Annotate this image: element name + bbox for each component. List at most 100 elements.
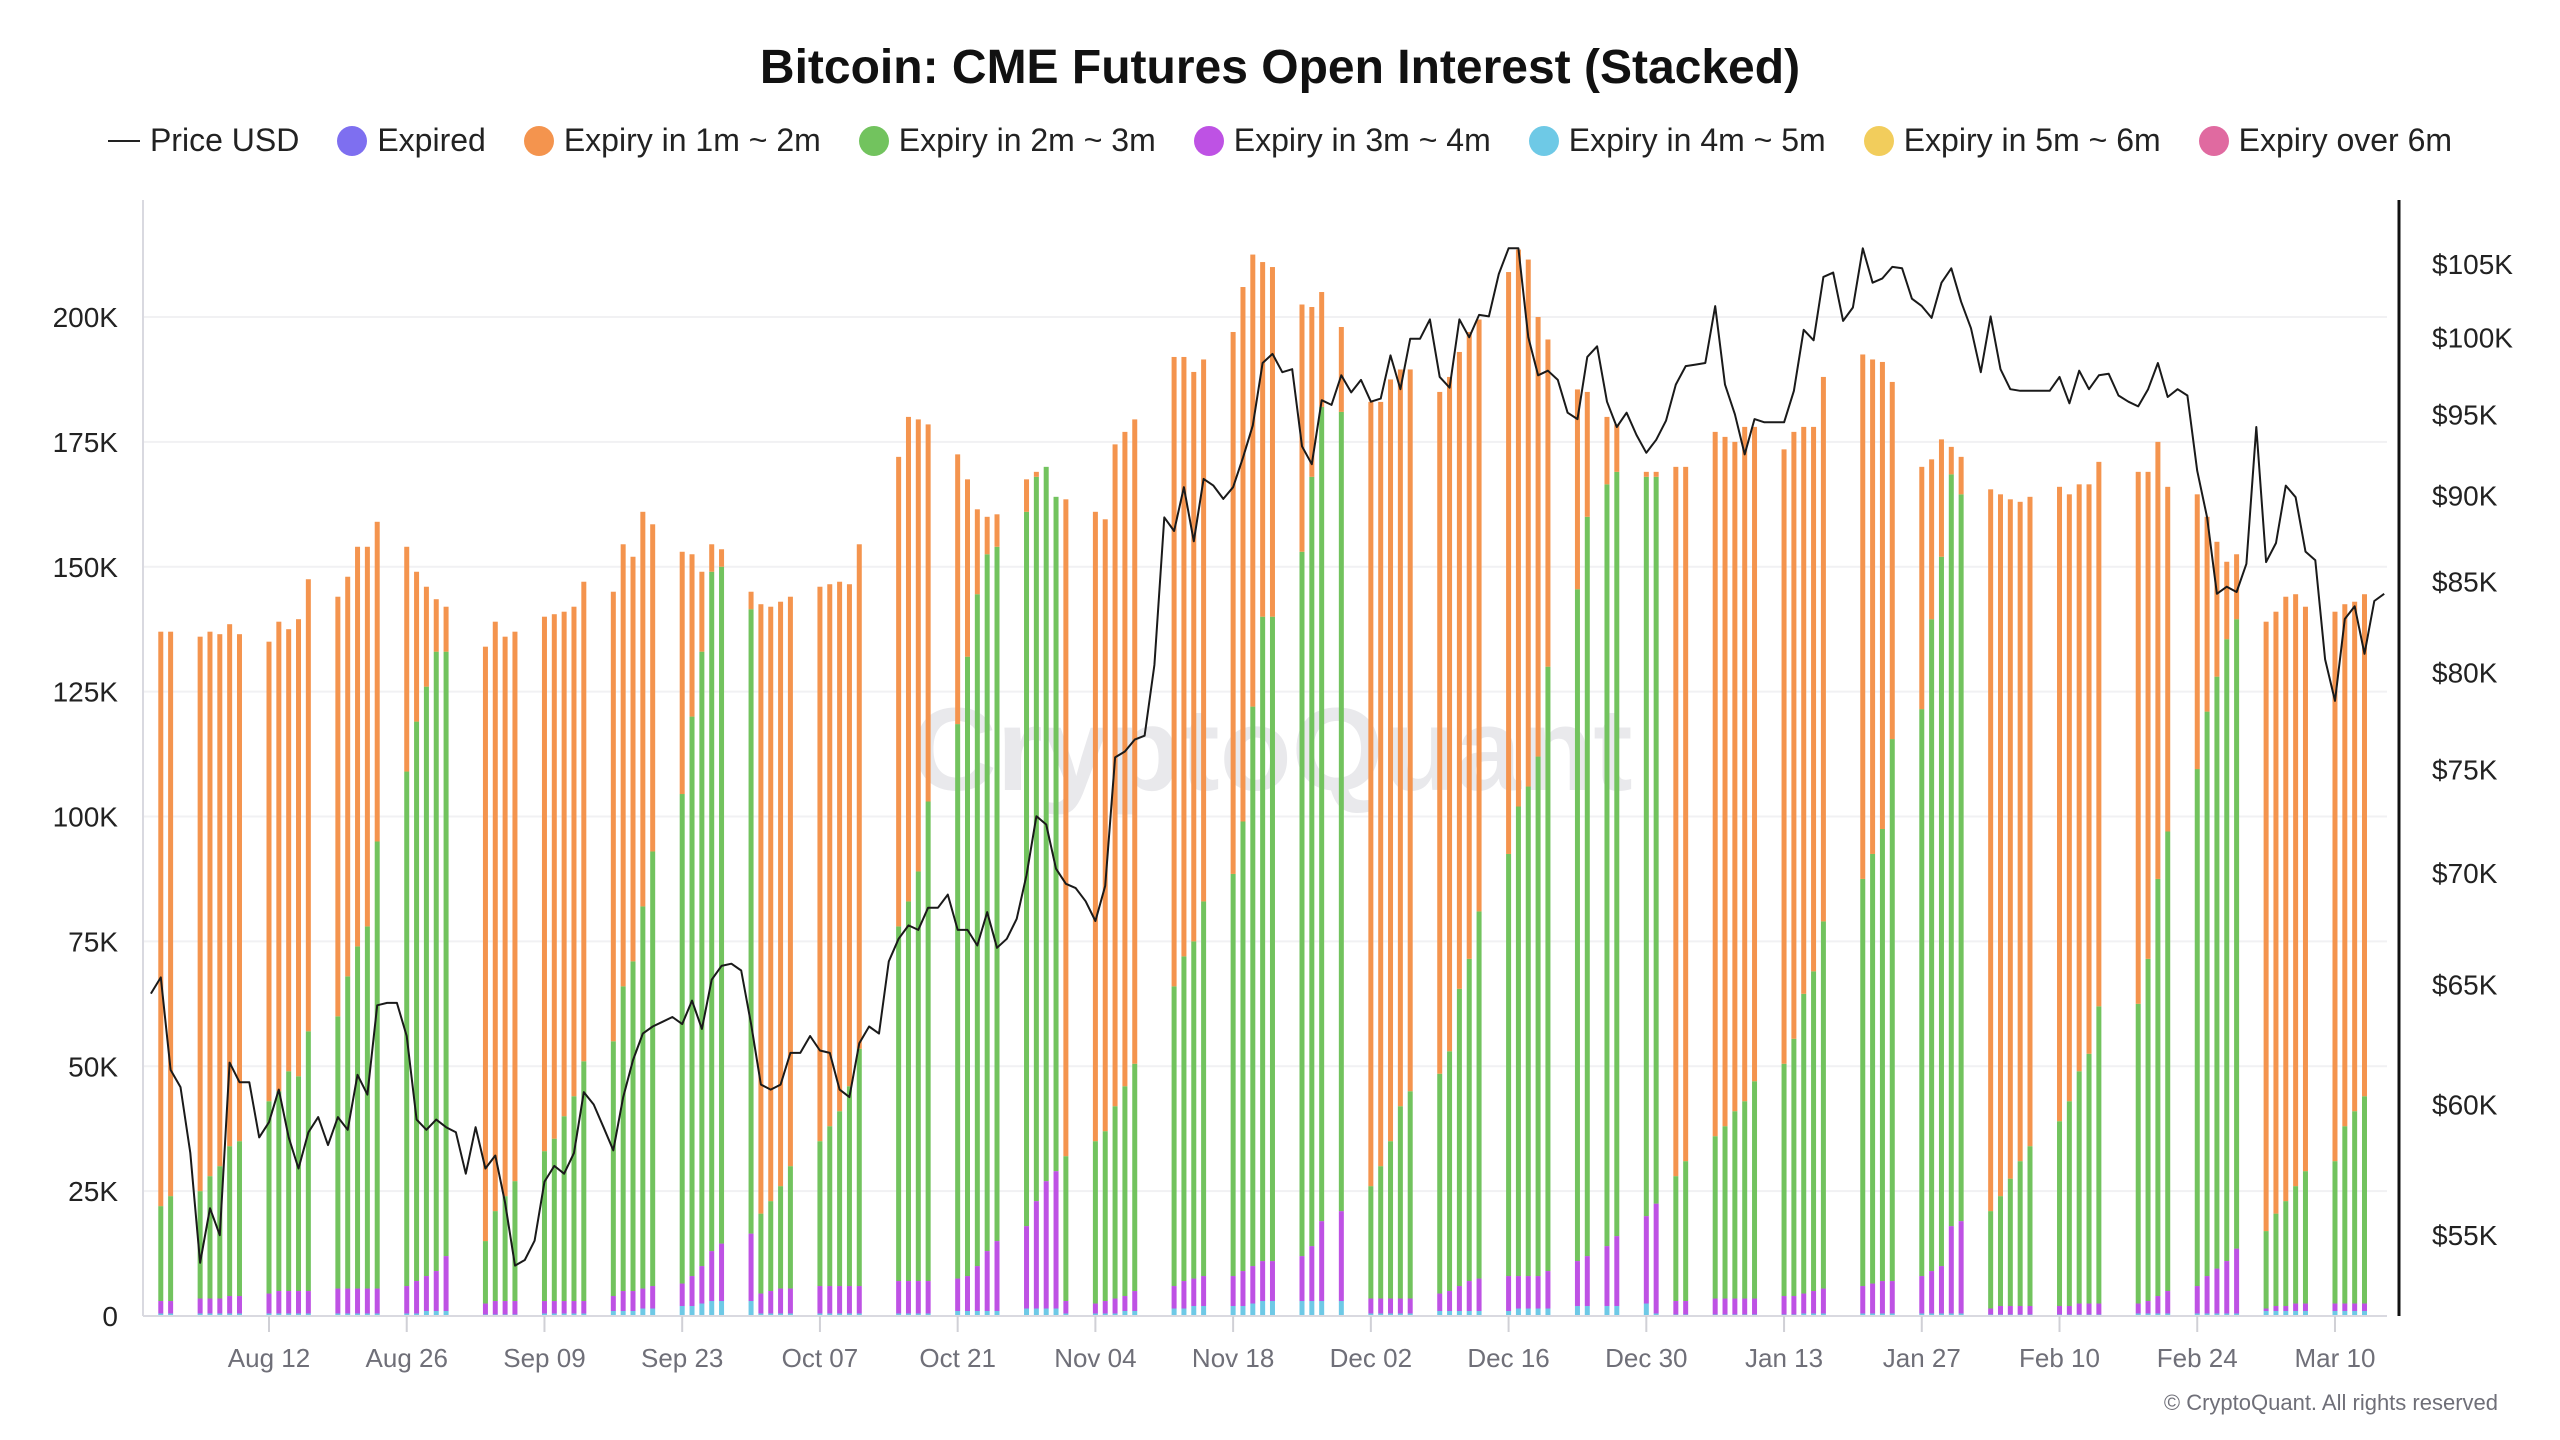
bar-stack[interactable] [1535, 317, 1541, 1316]
bar-stack[interactable] [276, 621, 282, 1316]
bar-stack[interactable] [1801, 426, 1807, 1316]
bar-stack[interactable] [1820, 376, 1826, 1316]
bar-stack[interactable] [571, 606, 577, 1316]
bar-stack[interactable] [345, 576, 351, 1316]
bar-stack[interactable] [168, 631, 174, 1316]
bar-stack[interactable] [1063, 499, 1069, 1316]
bar-stack[interactable] [1053, 496, 1059, 1316]
bar-stack[interactable] [1319, 292, 1325, 1316]
bar-stack[interactable] [837, 581, 843, 1316]
bar-stack[interactable] [1870, 359, 1876, 1316]
bar-stack[interactable] [1604, 416, 1610, 1316]
bar-stack[interactable] [1043, 466, 1049, 1316]
bar-stack[interactable] [719, 549, 725, 1316]
bar-stack[interactable] [207, 631, 213, 1316]
bar-stack[interactable] [1191, 371, 1197, 1316]
bar-stack[interactable] [2302, 606, 2308, 1316]
bar-stack[interactable] [679, 551, 685, 1316]
bar-stack[interactable] [1024, 479, 1030, 1316]
bar-stack[interactable] [1338, 326, 1344, 1316]
bar-stack[interactable] [964, 479, 970, 1316]
bar-stack[interactable] [2293, 594, 2299, 1316]
bar-stack[interactable] [1732, 441, 1738, 1316]
bar-stack[interactable] [846, 584, 852, 1316]
bar-stack[interactable] [2332, 611, 2338, 1316]
bar-stack[interactable] [2066, 494, 2072, 1316]
bar-stack[interactable] [778, 601, 784, 1316]
bar-stack[interactable] [2027, 496, 2033, 1316]
bar-stack[interactable] [2361, 594, 2367, 1316]
bar-stack[interactable] [1240, 287, 1246, 1316]
bar-stack[interactable] [640, 511, 646, 1316]
bar-stack[interactable] [443, 606, 449, 1316]
bar-stack[interactable] [1860, 354, 1866, 1316]
bar-stack[interactable] [2057, 486, 2063, 1316]
bar-stack[interactable] [1132, 419, 1138, 1316]
bar-stack[interactable] [905, 416, 911, 1316]
bar-stack[interactable] [2352, 601, 2358, 1316]
bar-stack[interactable] [1506, 272, 1512, 1316]
bar-stack[interactable] [768, 606, 774, 1316]
bar-stack[interactable] [1466, 331, 1472, 1316]
bar-stack[interactable] [650, 524, 656, 1316]
bar-stack[interactable] [1988, 489, 1994, 1316]
bar-stack[interactable] [374, 521, 380, 1316]
bar-stack[interactable] [1299, 304, 1305, 1316]
bar-stack[interactable] [955, 454, 961, 1316]
bar-stack[interactable] [2135, 471, 2141, 1316]
bar-stack[interactable] [1407, 369, 1413, 1316]
bar-stack[interactable] [305, 579, 311, 1316]
bar-stack[interactable] [1948, 446, 1954, 1316]
legend-item-expiry-in-5m-6m[interactable]: Expiry in 5m ~ 6m [1863, 122, 2161, 159]
bar-stack[interactable] [1456, 351, 1462, 1316]
bar-stack[interactable] [709, 544, 715, 1316]
bar-stack[interactable] [1791, 431, 1797, 1316]
bar-stack[interactable] [2342, 604, 2348, 1316]
legend-item-price-usd[interactable]: Price USD [107, 122, 299, 159]
bar-stack[interactable] [620, 544, 626, 1316]
bar-stack[interactable] [1230, 331, 1236, 1316]
bar-stack[interactable] [158, 631, 164, 1316]
bar-stack[interactable] [541, 616, 547, 1316]
bar-stack[interactable] [364, 546, 370, 1316]
bar-stack[interactable] [1712, 431, 1718, 1316]
bar-stack[interactable] [1958, 456, 1964, 1316]
bar-stack[interactable] [2086, 484, 2092, 1316]
bar-stack[interactable] [1673, 466, 1679, 1316]
bar-stack[interactable] [2194, 494, 2200, 1316]
bar-stack[interactable] [925, 424, 931, 1316]
bar-stack[interactable] [2007, 499, 2013, 1316]
bar-stack[interactable] [1722, 436, 1728, 1316]
bar-stack[interactable] [414, 571, 420, 1316]
bar-stack[interactable] [1938, 439, 1944, 1316]
bar-stack[interactable] [856, 544, 862, 1316]
bar-stack[interactable] [1122, 431, 1128, 1316]
bar-stack[interactable] [1584, 391, 1590, 1316]
bar-stack[interactable] [748, 591, 754, 1316]
bar-stack[interactable] [1388, 379, 1394, 1316]
bar-stack[interactable] [2204, 516, 2210, 1316]
bar-stack[interactable] [1260, 262, 1266, 1316]
bar-stack[interactable] [1997, 494, 2003, 1316]
bar-stack[interactable] [984, 516, 990, 1316]
bar-stack[interactable] [286, 629, 292, 1316]
bar-stack[interactable] [266, 641, 272, 1316]
legend-item-expiry-over-6m[interactable]: Expiry over 6m [2198, 122, 2452, 159]
bar-stack[interactable] [561, 611, 567, 1316]
legend-item-expiry-in-4m-5m[interactable]: Expiry in 4m ~ 5m [1528, 122, 1826, 159]
bar-stack[interactable] [404, 546, 410, 1316]
bar-stack[interactable] [2165, 486, 2171, 1316]
bar-stack[interactable] [1879, 361, 1885, 1316]
bar-stack[interactable] [492, 621, 498, 1316]
legend-item-expiry-in-2m-3m[interactable]: Expiry in 2m ~ 3m [858, 122, 1156, 159]
bar-stack[interactable] [1033, 471, 1039, 1316]
legend-item-expired[interactable]: Expired [337, 122, 486, 159]
bar-stack[interactable] [1112, 444, 1118, 1316]
bar-stack[interactable] [689, 554, 695, 1316]
bar-stack[interactable] [1309, 307, 1315, 1316]
bar-stack[interactable] [1653, 471, 1659, 1316]
bar-stack[interactable] [787, 596, 793, 1316]
bar-stack[interactable] [335, 596, 341, 1316]
bar-stack[interactable] [610, 591, 616, 1316]
bar-stack[interactable] [236, 634, 242, 1316]
